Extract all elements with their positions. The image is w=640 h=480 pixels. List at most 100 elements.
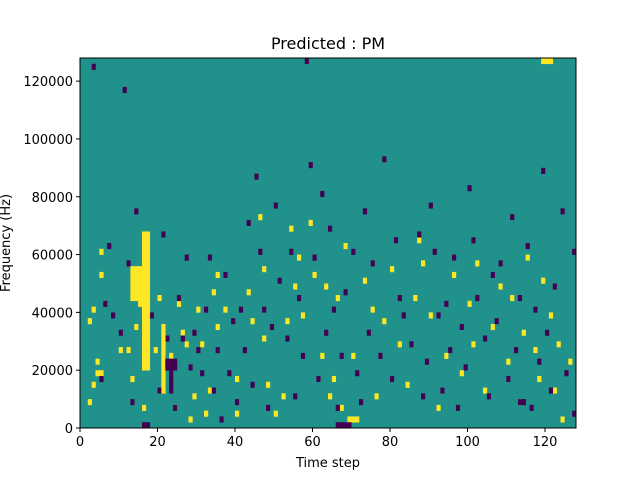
- heatmap-cell-low: [118, 329, 123, 336]
- heatmap-cell-high: [258, 214, 263, 221]
- heatmap-cell-low: [227, 370, 232, 377]
- heatmap-cell-low: [269, 323, 275, 331]
- heatmap-cell-low: [339, 352, 344, 359]
- heatmap-cell-high: [211, 289, 216, 296]
- heatmap-cell-high: [300, 312, 306, 319]
- heatmap-cell-high: [510, 295, 515, 302]
- heatmap-cell-low: [320, 190, 325, 198]
- heatmap-cell-low: [444, 300, 449, 307]
- heatmap-cell-low: [533, 306, 538, 313]
- heatmap-cell-low: [424, 358, 430, 365]
- heatmap-cell-high: [417, 237, 422, 244]
- heatmap-cell-low: [207, 254, 213, 261]
- heatmap-cell-high: [459, 370, 464, 377]
- heatmap-cell-high: [397, 341, 402, 348]
- heatmap-cell-high: [428, 312, 433, 319]
- heatmap-cell-low: [455, 404, 461, 411]
- heatmap-cell-high: [556, 341, 561, 348]
- x-tick-label: 20: [149, 435, 166, 450]
- heatmap-cell-low: [246, 219, 251, 226]
- heatmap-cell-low: [149, 312, 154, 319]
- heatmap-cell-high: [142, 404, 147, 411]
- heatmap-cell-high: [87, 318, 92, 325]
- heatmap-cell-high: [118, 347, 123, 354]
- heatmap-cell-low: [211, 387, 216, 394]
- heatmap-cell-low: [370, 260, 375, 267]
- heatmap-cell-low: [483, 335, 488, 342]
- heatmap-cell-high: [95, 358, 100, 365]
- heatmap-cell-high: [91, 381, 96, 388]
- heatmap-cell-low: [122, 86, 127, 93]
- heatmap-cell-high: [390, 266, 395, 273]
- chart-title: Predicted : PM: [271, 34, 385, 53]
- heatmap-cell-low: [126, 260, 131, 267]
- y-tick-label: 0: [65, 422, 73, 437]
- heatmap-cell-low: [285, 335, 290, 342]
- heatmap-cell-low: [428, 202, 433, 209]
- heatmap-cell-high: [483, 387, 488, 394]
- heatmap-cell-low: [490, 271, 495, 278]
- heatmap-cell-high: [382, 318, 387, 325]
- heatmap-cell-low: [440, 387, 445, 394]
- plot-area: [79, 57, 577, 429]
- heatmap-cell-high: [552, 387, 557, 394]
- heatmap-cell-high: [351, 352, 356, 359]
- heatmap-cell-low: [436, 312, 441, 319]
- heatmap-cell-high: [293, 283, 298, 290]
- heatmap-cell-high: [343, 243, 348, 250]
- heatmap-cell-low: [366, 329, 371, 336]
- heatmap-cell-low: [475, 295, 480, 302]
- heatmap-cell-low: [421, 393, 426, 400]
- heatmap-cell-high: [215, 323, 220, 331]
- heatmap-cell-low: [417, 231, 422, 238]
- heatmap-cell-high: [289, 225, 294, 232]
- x-tick-label: 40: [227, 435, 244, 450]
- heatmap-cell-high: [207, 387, 213, 394]
- heatmap-cell-low: [529, 404, 534, 411]
- heatmap-cell-high: [328, 393, 333, 400]
- heatmap-cell-high: [99, 271, 104, 278]
- heatmap-cell-low: [409, 341, 414, 348]
- heatmap-cell-high: [204, 410, 209, 417]
- heatmap-cell-low: [184, 254, 189, 261]
- heatmap-cell-low: [204, 306, 209, 313]
- heatmap-cell-low: [111, 312, 116, 319]
- heatmap-cell-low: [498, 260, 503, 267]
- heatmap-cell-low: [91, 63, 96, 70]
- heatmap-cell-low: [103, 300, 108, 307]
- heatmap-cell-low: [231, 318, 236, 325]
- heatmap-cell-high: [157, 295, 162, 302]
- heatmap-cells: [87, 58, 577, 429]
- heatmap-cell-low: [304, 58, 309, 65]
- heatmap-cell-low: [537, 358, 542, 365]
- heatmap-cell-low: [397, 295, 402, 302]
- heatmap-cell-high: [215, 271, 220, 278]
- heatmap-cell-high: [335, 295, 340, 302]
- heatmap-cell-low: [359, 399, 364, 406]
- heatmap-cell-high: [537, 375, 542, 383]
- y-tick-label: 120000: [23, 75, 73, 90]
- heatmap-cell-high: [471, 341, 476, 348]
- heatmap-cell-low: [277, 277, 282, 284]
- heatmap-cell-low: [560, 208, 565, 215]
- heatmap-cell-low: [452, 254, 457, 261]
- heatmap-cell-high: [91, 306, 96, 313]
- heatmap-cell-high: [506, 358, 511, 365]
- heatmap-cell-low: [215, 347, 220, 354]
- heatmap-cell-low: [459, 323, 464, 331]
- heatmap-block-high: [161, 323, 166, 394]
- heatmap-cell-high: [184, 341, 189, 348]
- heatmap-cell-high: [525, 254, 530, 261]
- heatmap-cell-high: [99, 248, 104, 255]
- heatmap-cell-low: [157, 387, 162, 394]
- heatmap-cell-low: [297, 295, 302, 302]
- x-tick-label: 0: [76, 435, 84, 450]
- heatmap-cell-low: [401, 312, 406, 319]
- heatmap-cell-low: [548, 387, 554, 394]
- heatmap-cell-high: [521, 329, 526, 336]
- heatmap-cell-low: [176, 295, 182, 302]
- heatmap-cell-low: [289, 248, 294, 255]
- heatmap-cell-high: [308, 219, 313, 226]
- heatmap-cell-high: [266, 381, 271, 388]
